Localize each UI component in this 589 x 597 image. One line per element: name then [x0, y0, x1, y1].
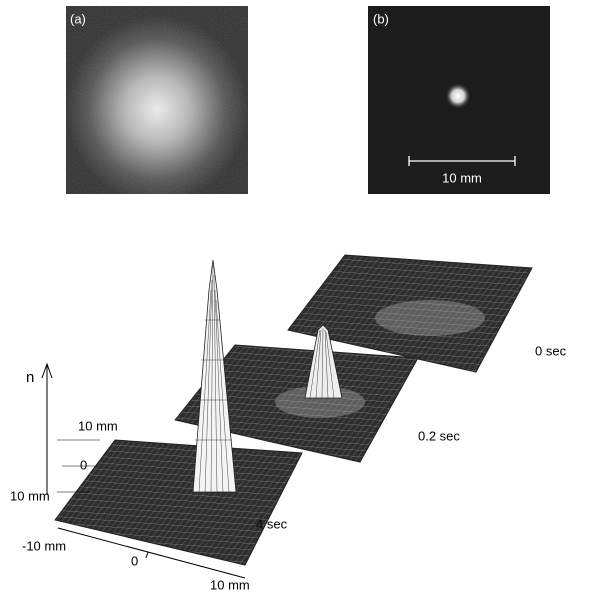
axis-label: 0	[80, 457, 87, 472]
axis-label: 0	[131, 553, 138, 568]
panel-label: (a)	[70, 11, 86, 26]
scale-label: 10 mm	[442, 170, 482, 185]
surfaces: 0 sec 0.2 sec 4 sec	[55, 255, 567, 565]
surface-label: 0.2 sec	[418, 428, 460, 443]
surface-4s	[55, 440, 302, 565]
n-axis	[42, 364, 52, 495]
panel-b: (b) 10 mm	[368, 6, 550, 194]
surface-label: 4 sec	[256, 516, 288, 531]
axis-label: 10 mm	[210, 577, 250, 592]
surface-label: 0 sec	[535, 343, 567, 358]
figure: (a) (b) 10 mm 0 sec 0.2 sec 4 sec n 10 m…	[0, 0, 589, 597]
axis-label: n	[26, 369, 34, 386]
panel-label: (b)	[373, 11, 389, 26]
axis-label: -10 mm	[22, 538, 66, 553]
noise-a	[66, 6, 248, 194]
panel-a: (a)	[66, 6, 248, 194]
axis-label: 10 mm	[78, 418, 118, 433]
axis-label: 10 mm	[10, 488, 50, 503]
bump	[375, 300, 485, 336]
spot	[445, 83, 471, 109]
